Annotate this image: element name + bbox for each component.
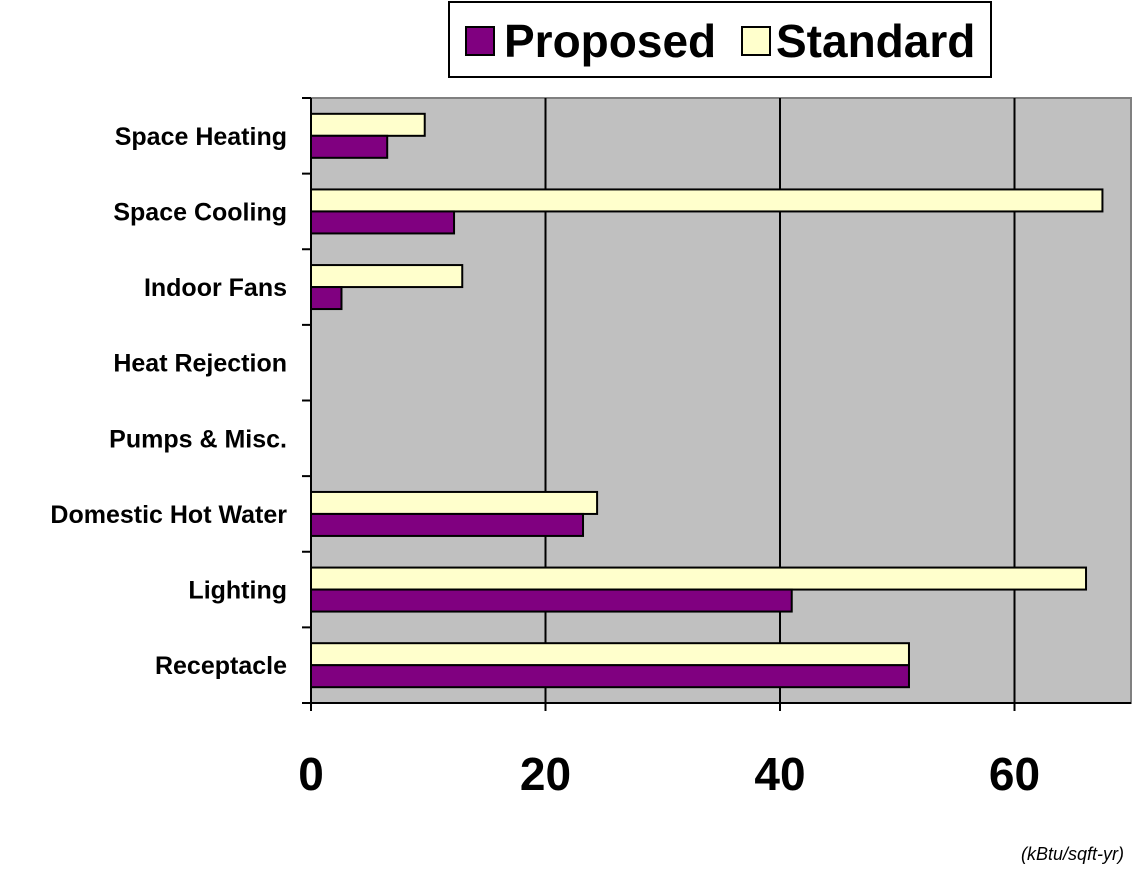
x-tick-label-20: 20 (520, 748, 571, 800)
bar-standard-domestic-hot-water (310, 490, 599, 515)
bar-standard-receptacle (310, 642, 910, 667)
category-label-pumps-misc: Pumps & Misc. (109, 425, 287, 453)
bar-proposed-domestic-hot-water (310, 512, 585, 537)
bar-proposed-lighting (310, 588, 793, 613)
category-label-space-heating: Space Heating (115, 123, 287, 151)
bar-proposed-space-heating (310, 134, 389, 159)
bar-proposed-receptacle (310, 664, 910, 689)
x-tick-label-60: 60 (989, 748, 1040, 800)
legend: Proposed Standard (448, 1, 992, 78)
bar-standard-lighting (310, 566, 1088, 591)
x-tick-label-0: 0 (298, 748, 324, 800)
legend-label-proposed: Proposed (504, 15, 716, 67)
legend-label-standard: Standard (776, 15, 975, 67)
bar-standard-space-heating (310, 112, 426, 137)
bars (310, 112, 1104, 689)
category-label-lighting: Lighting (188, 577, 287, 605)
legend-swatch-proposed (465, 26, 495, 56)
x-tick-labels: 0 20 40 60 (298, 748, 1040, 800)
bar-standard-space-cooling (310, 188, 1104, 213)
category-label-heat-rejection: Heat Rejection (113, 350, 287, 378)
category-label-receptacle: Receptacle (155, 652, 287, 680)
axes (302, 97, 1131, 711)
unit-label: (kBtu/sqft-yr) (1021, 844, 1124, 864)
bar-standard-indoor-fans (310, 264, 464, 289)
legend-box (448, 1, 992, 78)
category-label-indoor-fans: Indoor Fans (144, 274, 287, 302)
x-tick-label-40: 40 (754, 748, 805, 800)
category-label-space-cooling: Space Cooling (113, 198, 287, 226)
legend-swatch-standard (741, 26, 771, 56)
category-labels: Space Heating Space Cooling Indoor Fans Hea… (50, 123, 287, 680)
bar-proposed-indoor-fans (310, 286, 343, 311)
bar-proposed-space-cooling (310, 210, 456, 235)
category-label-domestic-hot-water: Domestic Hot Water (50, 501, 287, 529)
